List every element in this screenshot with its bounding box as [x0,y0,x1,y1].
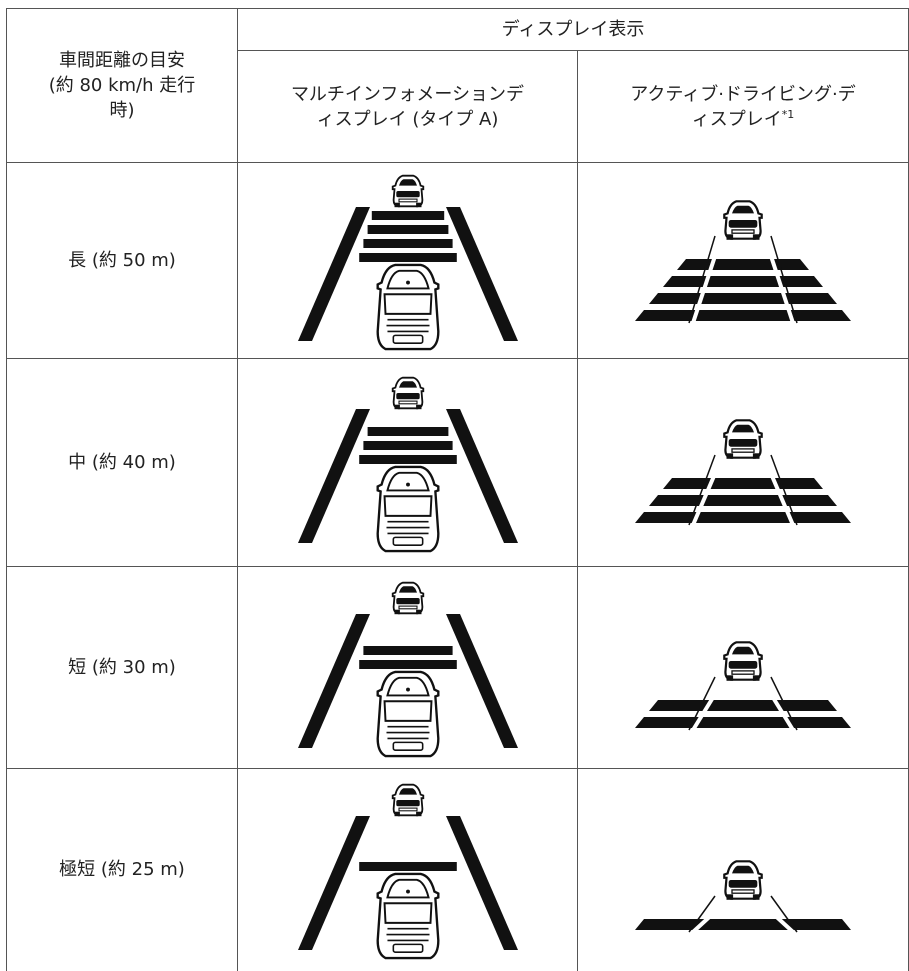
data-row: 極短 (約 25 m) [6,768,909,971]
row-label: 中 (約 40 m) [6,358,238,567]
multi-info-illustration [297,376,518,552]
distance-bar [362,440,453,450]
lane-mark [691,689,719,731]
lane-mark [767,248,795,324]
active-driving-illustration [635,199,851,324]
row-label: 極短 (約 25 m) [6,768,238,971]
lane-line [297,408,370,543]
preceding-car [391,174,424,208]
data-row: 短 (約 30 m) [6,566,909,769]
lane-line [297,206,370,341]
distance-bar [358,659,457,669]
header-cell: アクティブ·ドライビング·デ ィスプレイ*1 [577,50,909,163]
header-text: 時) [109,100,135,121]
lane-mark [770,676,798,730]
lane-line [445,206,518,341]
distance-band [677,258,809,270]
header-text: アクティブ·ドライビング·デ [630,83,856,105]
distance-bar [358,861,457,871]
header-text: マルチインフォメーションデ [290,83,525,105]
header-cell: 車間距離の目安 (約 80 km/h 走行 時) [6,8,238,163]
lane-mark [767,467,795,526]
multi-info-cell [237,566,578,769]
distance-band [649,494,837,506]
preceding-car [723,859,763,901]
lane-mark [770,454,798,525]
header-row: 車間距離の目安 (約 80 km/h 走行 時) ディスプレイ表示 [6,8,909,163]
active-driving-cell [577,358,909,567]
header-text: 車間距離の目安 [59,50,185,71]
lane-line [297,613,370,748]
row-label: 短 (約 30 m) [6,566,238,769]
lane-mark [688,895,716,933]
own-car [375,872,440,960]
multi-info-cell [237,768,578,971]
header-row: マルチインフォメーションデ ィスプレイ (タイプ A) アクティブ·ドライビング·デ… [7,50,909,163]
distance-band [649,292,837,304]
lane-mark [767,908,795,934]
active-driving-cell [577,768,909,971]
own-car [375,465,440,552]
preceding-car [391,376,424,410]
lane-line [297,815,370,950]
header-text: ィスプレイ (タイプ A) [316,108,499,130]
preceding-car [391,581,424,615]
distance-bar [367,224,448,234]
header-cell: ディスプレイ表示 [237,8,909,51]
own-car [375,670,440,757]
multi-info-illustration [297,174,518,350]
lane-line [445,613,518,748]
data-row: 長 (約 50 m) [6,162,909,359]
preceding-car [723,418,763,460]
distance-table: 車間距離の目安 (約 80 km/h 走行 時) ディスプレイ表示 マルチインフォメーシ… [6,8,909,971]
distance-band [649,699,837,711]
lane-mark [688,235,716,323]
header-cell: マルチインフォメーションデ ィスプレイ (タイプ A) [237,50,578,163]
lane-mark [688,454,716,525]
header-text: (約 80 km/h 走行 [48,75,196,96]
multi-info-cell [237,162,578,359]
distance-band [663,275,823,287]
lane-mark [770,235,798,323]
row-label: 長 (約 50 m) [6,162,238,359]
footnote-mark: *1 [781,107,795,121]
distance-band [635,309,851,321]
active-driving-cell [577,566,909,769]
multi-info-cell [237,358,578,567]
distance-bar [358,252,457,262]
multi-info-illustration [297,783,518,960]
active-driving-illustration [635,418,851,526]
distance-band [635,716,851,728]
lane-line [445,815,518,950]
data-row: 中 (約 40 m) [6,358,909,567]
distance-bar [362,238,453,248]
lane-mark [767,689,795,731]
preceding-car [723,199,763,241]
lane-mark [691,467,719,526]
lane-mark [770,895,798,933]
active-driving-cell [577,162,909,359]
active-driving-illustration [635,859,851,934]
distance-bar [371,210,444,220]
active-driving-illustration [635,640,851,731]
distance-bar [358,454,457,464]
header-text: ィスプレイ*1 [691,107,795,130]
distance-bar [362,645,453,655]
own-car [375,263,440,350]
lane-mark [688,676,716,730]
lane-mark [691,908,719,934]
lane-mark [691,248,719,324]
multi-info-illustration [297,581,518,757]
distance-bar [367,426,448,436]
preceding-car [391,783,424,818]
distance-band [663,477,823,489]
distance-band [635,511,851,523]
distance-band [635,918,851,930]
preceding-car [723,640,763,682]
lane-line [445,408,518,543]
